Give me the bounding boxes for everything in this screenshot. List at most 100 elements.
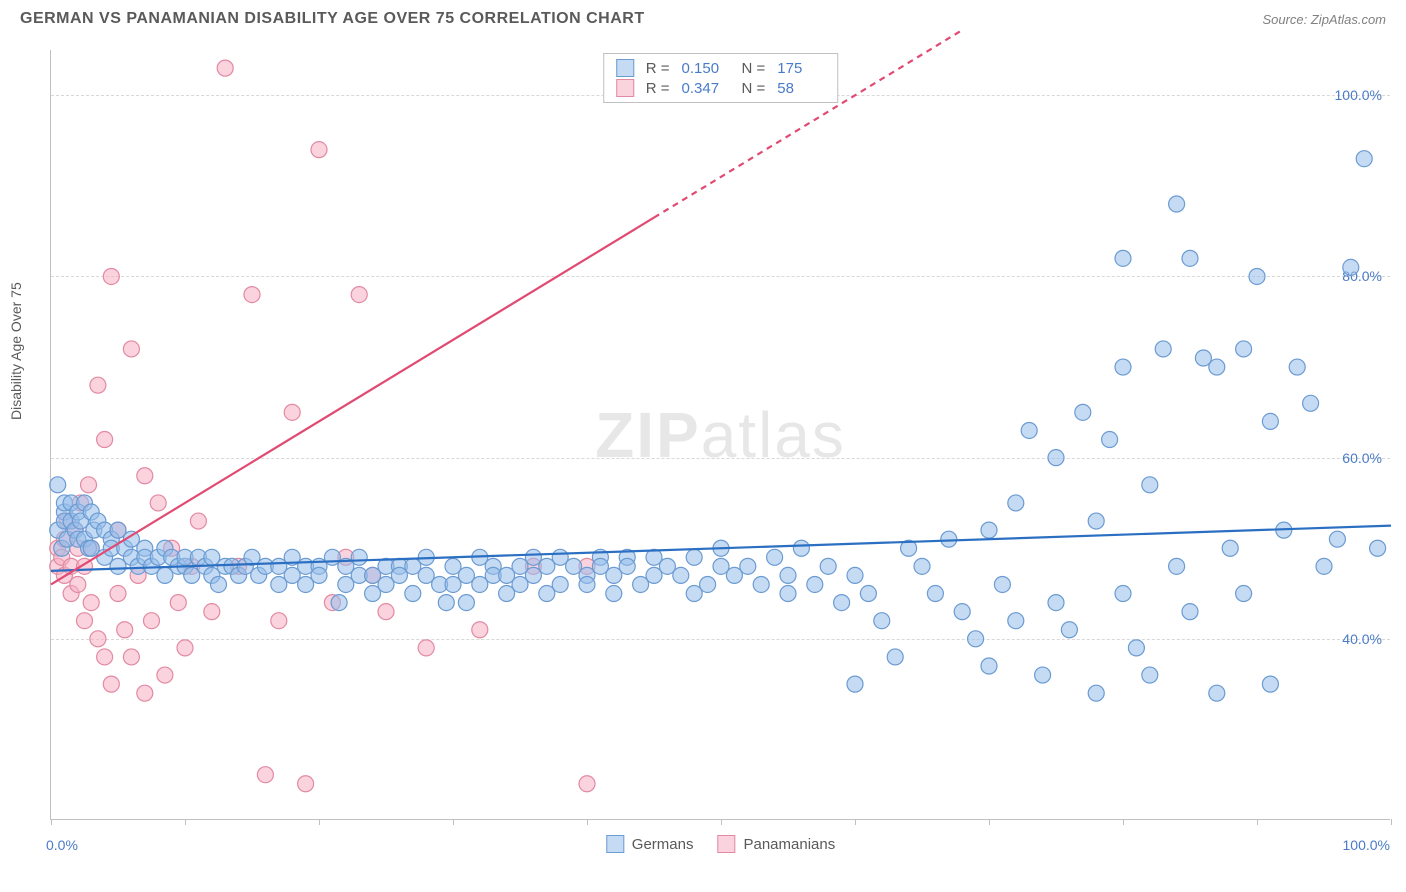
scatter-point-panamanians xyxy=(137,468,153,484)
scatter-point-germans xyxy=(673,567,689,583)
chart-source: Source: ZipAtlas.com xyxy=(1262,12,1386,27)
scatter-point-germans xyxy=(954,604,970,620)
legend-stats-row-panamanians: R = 0.347 N = 58 xyxy=(616,78,826,98)
scatter-point-panamanians xyxy=(70,576,86,592)
scatter-point-panamanians xyxy=(157,667,173,683)
scatter-point-germans xyxy=(579,576,595,592)
scatter-point-germans xyxy=(914,558,930,574)
scatter-point-germans xyxy=(1209,685,1225,701)
scatter-point-germans xyxy=(807,576,823,592)
scatter-point-germans xyxy=(1329,531,1345,547)
legend-n-label: N = xyxy=(742,60,766,77)
scatter-point-germans xyxy=(1262,676,1278,692)
legend-item-panamanians: Panamanians xyxy=(717,835,835,853)
scatter-point-germans xyxy=(211,576,227,592)
scatter-point-panamanians xyxy=(217,60,233,76)
legend-n-germans: 175 xyxy=(777,60,825,77)
scatter-point-germans xyxy=(1356,151,1372,167)
scatter-point-germans xyxy=(686,549,702,565)
scatter-point-panamanians xyxy=(284,404,300,420)
legend-label-germans: Germans xyxy=(632,836,694,853)
scatter-point-panamanians xyxy=(103,268,119,284)
scatter-point-germans xyxy=(1142,477,1158,493)
scatter-point-germans xyxy=(1115,359,1131,375)
scatter-point-germans xyxy=(860,586,876,602)
scatter-point-panamanians xyxy=(579,776,595,792)
scatter-point-germans xyxy=(820,558,836,574)
scatter-point-germans xyxy=(50,477,66,493)
scatter-point-panamanians xyxy=(103,676,119,692)
scatter-point-panamanians xyxy=(244,287,260,303)
scatter-point-germans xyxy=(1169,558,1185,574)
chart-header: GERMAN VS PANAMANIAN DISABILITY AGE OVER… xyxy=(0,0,1406,33)
scatter-point-germans xyxy=(847,567,863,583)
scatter-point-panamanians xyxy=(378,604,394,620)
scatter-point-germans xyxy=(793,540,809,556)
scatter-point-panamanians xyxy=(190,513,206,529)
scatter-point-panamanians xyxy=(77,613,93,629)
scatter-point-germans xyxy=(1182,604,1198,620)
scatter-point-germans xyxy=(1115,250,1131,266)
scatter-point-germans xyxy=(1048,450,1064,466)
scatter-point-panamanians xyxy=(90,377,106,393)
scatter-point-germans xyxy=(1209,359,1225,375)
scatter-point-germans xyxy=(311,567,327,583)
scatter-point-germans xyxy=(1236,586,1252,602)
scatter-point-germans xyxy=(887,649,903,665)
scatter-point-germans xyxy=(994,576,1010,592)
scatter-point-germans xyxy=(1289,359,1305,375)
scatter-point-germans xyxy=(1061,622,1077,638)
scatter-point-germans xyxy=(1169,196,1185,212)
legend-swatch-panamanians xyxy=(616,79,634,97)
legend-swatch-panamanians-2 xyxy=(717,835,735,853)
scatter-point-panamanians xyxy=(137,685,153,701)
scatter-point-panamanians xyxy=(257,767,273,783)
scatter-point-germans xyxy=(1182,250,1198,266)
scatter-point-germans xyxy=(405,586,421,602)
legend-swatch-germans-2 xyxy=(606,835,624,853)
scatter-point-germans xyxy=(834,595,850,611)
scatter-point-germans xyxy=(767,549,783,565)
scatter-point-panamanians xyxy=(90,631,106,647)
chart-plot-area: ZIPatlas 40.0%60.0%80.0%100.0% R = 0.150… xyxy=(50,50,1390,820)
scatter-point-panamanians xyxy=(177,640,193,656)
scatter-point-germans xyxy=(458,595,474,611)
scatter-point-germans xyxy=(619,558,635,574)
scatter-point-germans xyxy=(1142,667,1158,683)
legend-item-germans: Germans xyxy=(606,835,694,853)
scatter-point-panamanians xyxy=(144,613,160,629)
legend-r-panamanians: 0.347 xyxy=(682,80,730,97)
scatter-point-panamanians xyxy=(351,287,367,303)
scatter-point-germans xyxy=(941,531,957,547)
scatter-point-germans xyxy=(780,586,796,602)
scatter-point-germans xyxy=(1021,422,1037,438)
scatter-point-panamanians xyxy=(298,776,314,792)
scatter-point-germans xyxy=(740,558,756,574)
scatter-point-germans xyxy=(1155,341,1171,357)
scatter-point-panamanians xyxy=(472,622,488,638)
scatter-point-panamanians xyxy=(83,595,99,611)
scatter-point-panamanians xyxy=(204,604,220,620)
scatter-point-germans xyxy=(1236,341,1252,357)
x-tick-label-max: 100.0% xyxy=(1343,837,1390,853)
scatter-point-panamanians xyxy=(123,341,139,357)
legend-n-panamanians: 58 xyxy=(777,80,825,97)
scatter-point-panamanians xyxy=(117,622,133,638)
scatter-point-germans xyxy=(1115,586,1131,602)
scatter-point-panamanians xyxy=(110,586,126,602)
scatter-point-germans xyxy=(1088,685,1104,701)
legend-r-germans: 0.150 xyxy=(682,60,730,77)
legend-r-label: R = xyxy=(646,60,670,77)
legend-n-label-2: N = xyxy=(742,80,766,97)
scatter-point-germans xyxy=(606,586,622,602)
scatter-point-germans xyxy=(700,576,716,592)
scatter-point-panamanians xyxy=(170,595,186,611)
scatter-point-germans xyxy=(1262,413,1278,429)
scatter-point-germans xyxy=(1343,259,1359,275)
scatter-point-germans xyxy=(1008,495,1024,511)
scatter-point-germans xyxy=(1370,540,1386,556)
scatter-point-panamanians xyxy=(311,142,327,158)
scatter-point-germans xyxy=(1075,404,1091,420)
scatter-point-germans xyxy=(331,595,347,611)
chart-title: GERMAN VS PANAMANIAN DISABILITY AGE OVER… xyxy=(20,10,645,28)
